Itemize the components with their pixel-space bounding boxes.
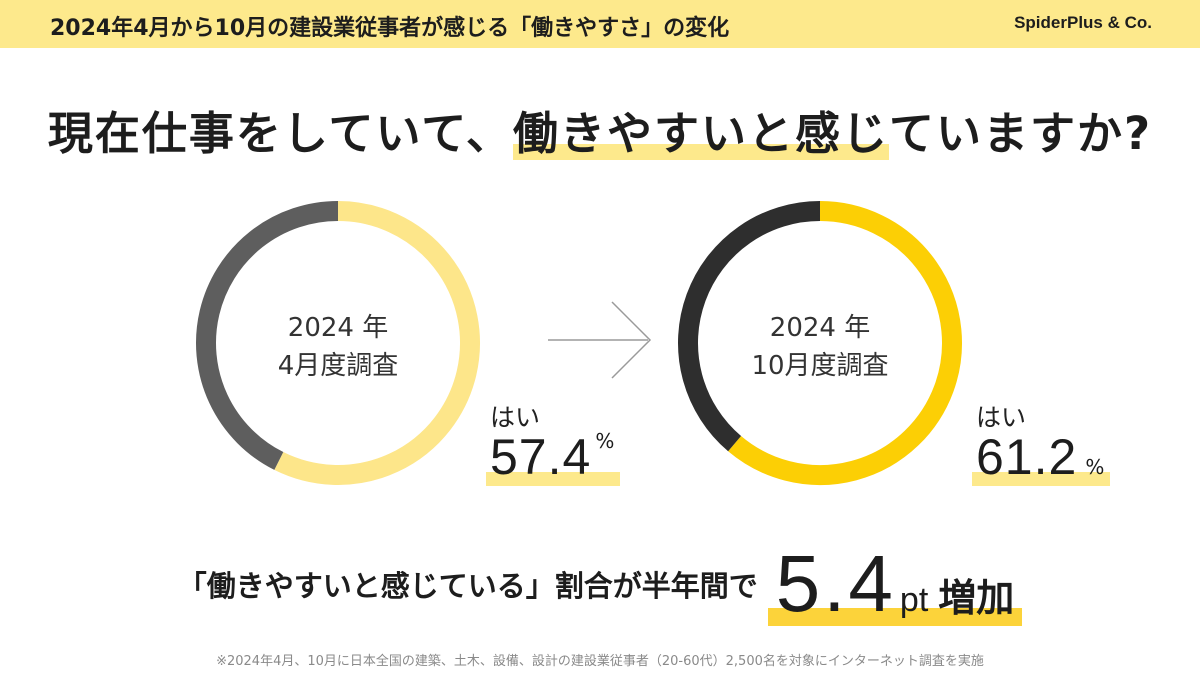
question-text-pre: 現在仕事をしていて、 bbox=[47, 107, 513, 160]
donut-april-month: 4月度調査 bbox=[277, 351, 399, 381]
arrow-icon bbox=[611, 301, 652, 379]
increase-value: 5.4 bbox=[775, 539, 896, 628]
donut-april-slice-yes bbox=[274, 201, 480, 485]
donut-october-slice-yes bbox=[728, 201, 962, 485]
question-heading: 現在仕事をしていて、働きやすいと感じていますか? bbox=[0, 97, 1200, 162]
donut-april-year: 2024 年 bbox=[287, 313, 389, 343]
april-percent-unit: % bbox=[595, 429, 615, 453]
donut-april-slice-other bbox=[196, 201, 339, 470]
donut-october-slice-other bbox=[678, 201, 821, 452]
summary-text: 「働きやすいと感じている」割合が半年間で bbox=[177, 569, 758, 603]
april-value-underline bbox=[486, 472, 621, 486]
october-yes-value: 61.2% bbox=[972, 428, 1111, 488]
donut-october-year: 2024 年 bbox=[769, 313, 871, 343]
april-yes-value: 57.4% bbox=[486, 428, 621, 488]
donut-october-month: 10月度調査 bbox=[751, 351, 889, 381]
donut-october-center-label: 2024 年 10月度調査 bbox=[720, 309, 920, 385]
donut-april bbox=[196, 201, 480, 485]
increase-suffix: 増加 bbox=[938, 576, 1015, 620]
october-yes-percent: 61.2 bbox=[976, 429, 1078, 485]
increase-unit: pt bbox=[899, 581, 929, 619]
increase-underline bbox=[767, 608, 1023, 626]
survey-footnote: ※2024年4月、10月に日本全国の建築、土木、設備、設計の建設業従事者（20-… bbox=[216, 654, 984, 669]
october-value-underline bbox=[972, 472, 1111, 486]
header-banner: 2024年4月から10月の建設業従事者が感じる「働きやすさ」の変化 Spider… bbox=[0, 0, 1200, 48]
donut-april-center-label: 2024 年 4月度調査 bbox=[238, 309, 438, 385]
summary-line: 「働きやすいと感じている」割合が半年間で 5.4 pt 増加 bbox=[0, 538, 1200, 630]
april-yes-label: はい bbox=[490, 403, 541, 432]
october-percent-unit: % bbox=[1085, 455, 1105, 479]
brand-logo: SpiderPlus & Co. bbox=[1014, 13, 1152, 32]
header-title: 2024年4月から10月の建設業従事者が感じる「働きやすさ」の変化 bbox=[50, 16, 730, 41]
increase-highlight: 5.4 pt 増加 bbox=[767, 538, 1023, 630]
question-text-post: ていますか? bbox=[888, 107, 1153, 160]
question-text-highlight: 働きやすいと感じ bbox=[512, 107, 889, 160]
april-yes-percent: 57.4 bbox=[490, 429, 592, 485]
october-yes-label: はい bbox=[976, 403, 1027, 432]
donut-october bbox=[678, 201, 962, 485]
